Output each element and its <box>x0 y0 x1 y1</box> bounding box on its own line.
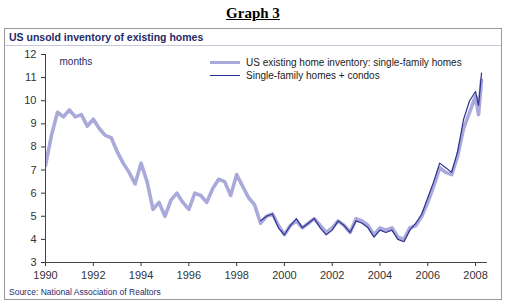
html-text:Single-family homes + condos: Single-family homes + condos <box>246 70 380 81</box>
svg-text:1992: 1992 <box>81 269 105 281</box>
html-text:Graph 3: Graph 3 <box>226 5 280 21</box>
svg-text:months: months <box>60 56 93 67</box>
svg-text:1994: 1994 <box>129 269 153 281</box>
svg-text:2008: 2008 <box>463 269 487 281</box>
svg-text:1998: 1998 <box>224 269 248 281</box>
svg-text:4: 4 <box>30 233 36 245</box>
svg-text:11: 11 <box>25 71 36 83</box>
svg-text:2006: 2006 <box>416 269 440 281</box>
svg-text:10: 10 <box>24 94 36 106</box>
svg-text:12: 12 <box>24 48 36 60</box>
svg-text:9: 9 <box>30 117 36 129</box>
svg-text:8: 8 <box>30 140 36 152</box>
svg-text:1996: 1996 <box>177 269 201 281</box>
svg-text:7: 7 <box>30 164 36 176</box>
svg-text:5: 5 <box>30 210 36 222</box>
svg-text:2004: 2004 <box>368 269 392 281</box>
svg-text:2002: 2002 <box>320 269 344 281</box>
svg-text:2000: 2000 <box>272 269 296 281</box>
html-text:US existing home inventory: si: US existing home inventory: single-famil… <box>246 57 462 68</box>
svg-text:1990: 1990 <box>33 269 57 281</box>
html-text:US unsold inventory of existin: US unsold inventory of existing homes <box>9 31 204 43</box>
svg-text:6: 6 <box>30 187 36 199</box>
html-text:Source: National Association o: Source: National Association of Realtors <box>9 287 161 297</box>
svg-text:3: 3 <box>30 256 36 268</box>
